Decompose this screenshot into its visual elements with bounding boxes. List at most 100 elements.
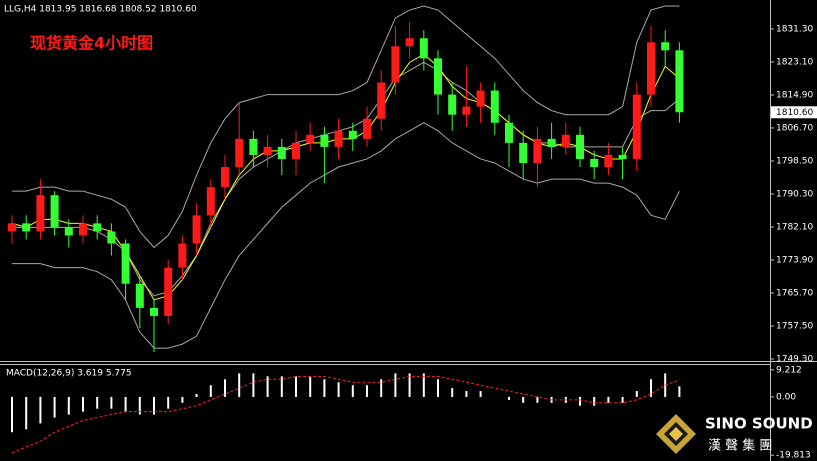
- indicator-line: [12, 5, 680, 249]
- macd-bar: [479, 391, 482, 397]
- macd-bar: [280, 376, 283, 397]
- candle-body: [22, 223, 31, 232]
- candle-body: [50, 195, 59, 228]
- macd-bar: [323, 379, 326, 397]
- logo-subtitle: 漢 聲 集 團: [708, 438, 772, 454]
- candle-body: [36, 195, 45, 232]
- macd-bar: [678, 386, 681, 397]
- y-tick-label: 9.212: [776, 365, 802, 375]
- macd-bar: [266, 376, 269, 397]
- macd-bar: [508, 396, 510, 400]
- price-tag: 1810.60: [776, 108, 813, 118]
- candle-body: [206, 187, 215, 216]
- y-tick-label: -19.813: [776, 451, 811, 461]
- y-tick-label: 1765.70: [776, 288, 813, 298]
- macd-bar: [39, 396, 42, 424]
- macd-bar: [295, 376, 297, 397]
- macd-bar: [11, 396, 13, 433]
- macd-bar: [465, 391, 468, 397]
- y-tick-label: 1790.30: [776, 189, 813, 199]
- macd-bar: [110, 396, 113, 409]
- macd-bar: [422, 373, 425, 397]
- y-tick-label: 1814.90: [776, 90, 813, 100]
- candle-body: [462, 106, 471, 115]
- macd-bar: [579, 396, 581, 406]
- candle-body: [618, 154, 627, 159]
- candle-body: [363, 118, 371, 139]
- macd-bar: [536, 396, 539, 403]
- candle-body: [377, 82, 386, 119]
- candle-body: [448, 94, 457, 115]
- macd-bar: [224, 379, 226, 397]
- macd-bar: [138, 396, 141, 415]
- y-tick-label: 1773.90: [776, 255, 813, 265]
- candle-body: [277, 146, 286, 159]
- indicator-line: [12, 122, 680, 349]
- candle-body: [547, 138, 556, 147]
- candle-body: [64, 227, 73, 236]
- macd-bar: [351, 385, 354, 397]
- candle-body: [320, 134, 329, 147]
- candle-body: [178, 243, 187, 268]
- macd-bar: [635, 391, 638, 397]
- macd-bar: [96, 396, 99, 409]
- macd-bar: [380, 379, 383, 397]
- candle-body: [348, 130, 357, 139]
- candle-body: [661, 42, 670, 51]
- candle-body: [519, 142, 528, 163]
- chart-title: 现货黄金4小时图: [30, 34, 153, 53]
- y-tick-label: 1806.70: [776, 123, 813, 133]
- macd-bar: [451, 388, 454, 397]
- candle-body: [306, 134, 315, 143]
- macd-label: MACD(12,26,9) 3.619 5.775: [6, 369, 132, 379]
- macd-bar: [309, 376, 312, 397]
- candle-body: [334, 130, 343, 147]
- macd-bar: [593, 396, 596, 406]
- macd-bar: [167, 396, 170, 409]
- candle-body: [590, 158, 599, 168]
- header: LLG,H4 1813.95 1816.68 1808.52 1810.60: [4, 5, 197, 15]
- candle-body: [121, 243, 130, 284]
- macd-bar: [238, 373, 241, 397]
- macd-bar: [394, 373, 397, 397]
- candle-body: [476, 90, 485, 107]
- y-tick-label: 1823.10: [776, 57, 813, 67]
- candle-body: [505, 122, 513, 143]
- candle-body: [79, 223, 87, 236]
- candle-body: [107, 231, 116, 244]
- candle-body: [561, 134, 570, 147]
- candle-body: [150, 307, 158, 316]
- candle-body: [576, 134, 584, 159]
- candle-body: [235, 138, 244, 168]
- y-tick-label: 0.00: [776, 392, 796, 402]
- macd-bar: [82, 396, 84, 412]
- candle-body: [490, 90, 499, 123]
- macd-bar: [366, 385, 368, 397]
- logo: SINO SOUND 漢 聲 集 團: [656, 414, 813, 454]
- macd-bar: [337, 382, 340, 397]
- y-tick-label: 1749.30: [776, 355, 813, 365]
- macd-bar: [408, 373, 411, 397]
- candle-body: [391, 46, 400, 83]
- price-tag-box: [771, 106, 817, 119]
- macd-bar: [195, 394, 198, 397]
- macd-bar: [25, 396, 28, 430]
- candle-body: [419, 38, 428, 59]
- candle-body: [8, 223, 16, 232]
- candle-body: [221, 167, 229, 188]
- candle-body: [192, 215, 201, 244]
- logo-name: SINO SOUND: [705, 415, 813, 433]
- y-tick-label: 1757.50: [776, 321, 813, 331]
- macd-bar: [522, 396, 525, 403]
- candle-body: [164, 267, 173, 316]
- macd-bar: [252, 373, 255, 397]
- y-tick-label: 1782.10: [776, 222, 813, 232]
- macd-bar: [181, 396, 184, 403]
- macd-bar: [437, 379, 439, 397]
- candle-body: [675, 50, 684, 113]
- macd-bar: [650, 379, 652, 397]
- candle-body: [604, 154, 613, 168]
